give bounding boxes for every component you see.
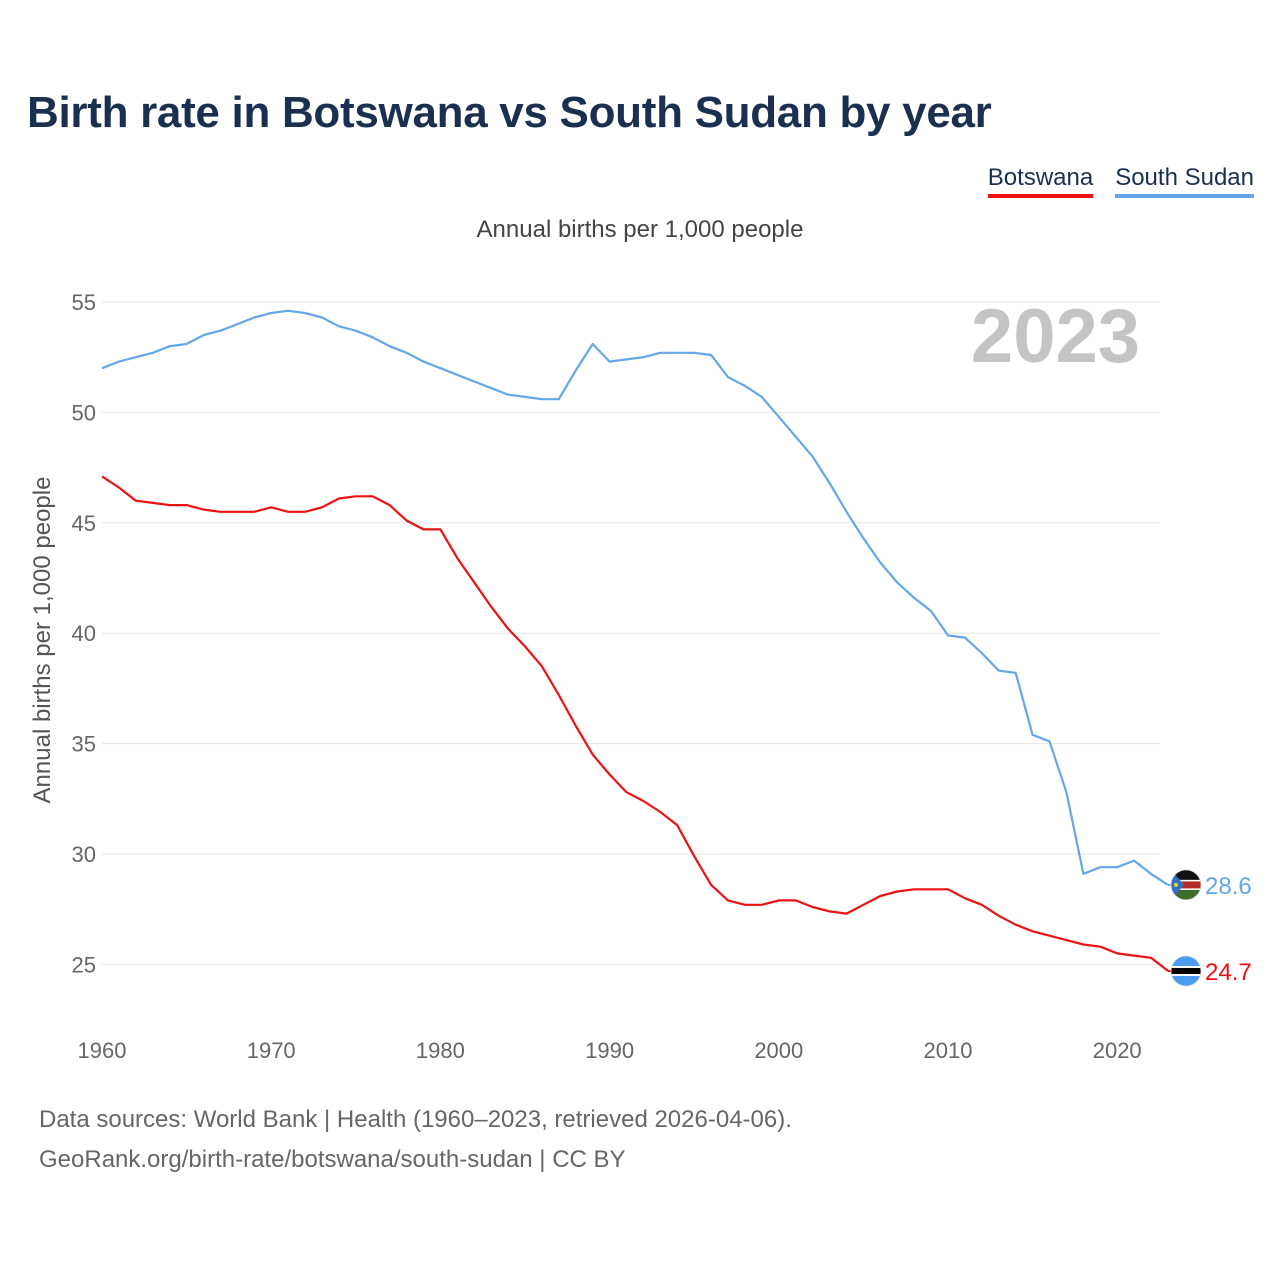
legend-item-south-sudan[interactable]: South Sudan (1115, 164, 1254, 198)
y-axis-label: Annual births per 1,000 people (29, 477, 56, 804)
end-value-label: 24.7 (1205, 959, 1252, 986)
botswana-flag-icon (1170, 955, 1202, 987)
end-value-label: 28.6 (1205, 873, 1252, 900)
y-tick-label: 30 (72, 842, 96, 867)
x-tick-label: 1960 (78, 1038, 127, 1063)
footer-link[interactable]: GeoRank.org/birth-rate/botswana/south-su… (39, 1146, 626, 1173)
x-tick-label: 1980 (416, 1038, 465, 1063)
x-tick-label: 2010 (924, 1038, 973, 1063)
x-tick-label: 1990 (585, 1038, 634, 1063)
y-tick-label: 45 (72, 511, 96, 536)
y-tick-label: 25 (72, 952, 96, 977)
x-tick-label: 2020 (1093, 1038, 1142, 1063)
year-watermark: 2023 (971, 294, 1140, 379)
chart-subtitle: Annual births per 1,000 people (476, 216, 804, 243)
series-line-south-sudan[interactable] (101, 309, 1169, 886)
legend-item-botswana[interactable]: Botswana (987, 164, 1094, 198)
footer-sources: Data sources: World Bank | Health (1960–… (39, 1106, 792, 1133)
y-tick-label: 40 (72, 621, 96, 646)
y-tick-label: 55 (72, 290, 96, 315)
y-tick-label: 50 (72, 400, 96, 425)
x-tick-label: 2000 (754, 1038, 803, 1063)
legend: Botswana South Sudan (987, 164, 1254, 198)
y-tick-label: 35 (72, 732, 96, 757)
x-tick-label: 1970 (247, 1038, 296, 1063)
series-line-botswana[interactable] (101, 475, 1169, 972)
chart-title: Birth rate in Botswana vs South Sudan by… (27, 88, 992, 137)
south-sudan-flag-icon (1170, 869, 1202, 901)
